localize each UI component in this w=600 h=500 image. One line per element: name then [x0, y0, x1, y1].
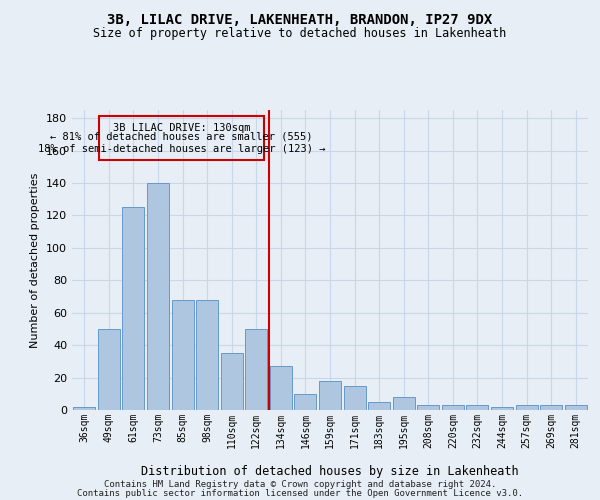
Bar: [466, 405, 488, 410]
Bar: [172, 300, 194, 410]
Text: Contains public sector information licensed under the Open Government Licence v3: Contains public sector information licen…: [77, 488, 523, 498]
Bar: [147, 183, 169, 410]
Bar: [368, 402, 390, 410]
Text: 3B LILAC DRIVE: 130sqm: 3B LILAC DRIVE: 130sqm: [113, 123, 250, 133]
Text: ← 81% of detached houses are smaller (555): ← 81% of detached houses are smaller (55…: [50, 132, 313, 142]
Bar: [392, 397, 415, 410]
Bar: [245, 329, 268, 410]
Bar: [442, 405, 464, 410]
Bar: [295, 394, 316, 410]
Bar: [270, 366, 292, 410]
Text: 3B, LILAC DRIVE, LAKENHEATH, BRANDON, IP27 9DX: 3B, LILAC DRIVE, LAKENHEATH, BRANDON, IP…: [107, 12, 493, 26]
Bar: [221, 353, 243, 410]
Bar: [540, 405, 562, 410]
Text: Size of property relative to detached houses in Lakenheath: Size of property relative to detached ho…: [94, 28, 506, 40]
Bar: [319, 381, 341, 410]
Bar: [98, 329, 120, 410]
Bar: [196, 300, 218, 410]
Bar: [515, 405, 538, 410]
Bar: [99, 116, 263, 160]
Text: Contains HM Land Registry data © Crown copyright and database right 2024.: Contains HM Land Registry data © Crown c…: [104, 480, 496, 489]
Bar: [73, 407, 95, 410]
Bar: [565, 405, 587, 410]
Bar: [417, 405, 439, 410]
Text: 18% of semi-detached houses are larger (123) →: 18% of semi-detached houses are larger (…: [38, 144, 325, 154]
Bar: [491, 407, 513, 410]
Y-axis label: Number of detached properties: Number of detached properties: [31, 172, 40, 348]
Bar: [344, 386, 365, 410]
Bar: [122, 208, 145, 410]
Text: Distribution of detached houses by size in Lakenheath: Distribution of detached houses by size …: [141, 464, 519, 477]
